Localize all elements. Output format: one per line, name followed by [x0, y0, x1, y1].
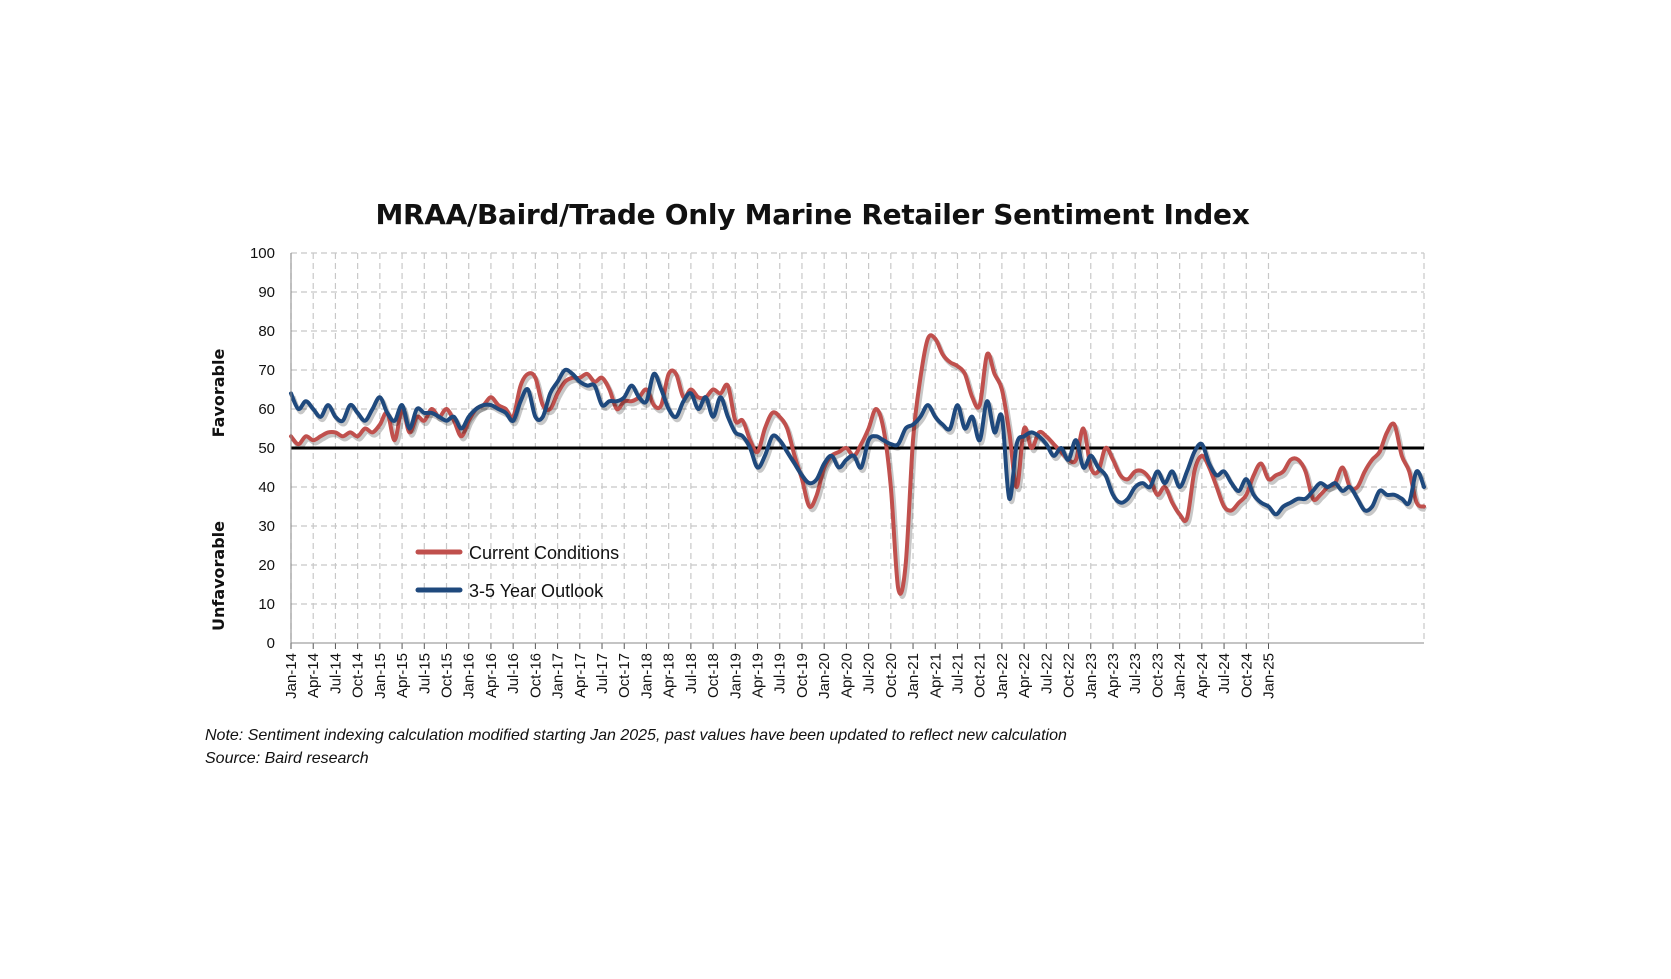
x-tick-label: Apr-24	[1194, 653, 1211, 698]
chart-source: Source: Baird research	[205, 750, 369, 767]
y-tick-label: 10	[258, 596, 275, 613]
y-tick-label: 80	[258, 323, 275, 340]
y-axis-ticks: 0 10 20 30 40 50 60 70 80 90 100	[250, 245, 275, 652]
x-tick-label: Apr-21	[927, 653, 944, 698]
x-tick-label: Jan-19	[727, 653, 744, 699]
x-tick-label: Jan-22	[994, 653, 1011, 699]
y-tick-label: 40	[258, 479, 275, 496]
x-tick-label: Oct-20	[883, 653, 900, 698]
y-tick-label: 20	[258, 557, 275, 574]
x-tick-label: Jul-19	[772, 653, 789, 694]
x-tick-label: Apr-20	[838, 653, 855, 698]
series-current-conditions-shadow	[291, 336, 1428, 599]
x-tick-label: Jul-18	[683, 653, 700, 694]
x-tick-label: Jan-17	[550, 653, 567, 699]
chart-title: MRAA/Baird/Trade Only Marine Retailer Se…	[375, 198, 1250, 231]
x-tick-label: Jul-16	[505, 653, 522, 694]
x-tick-label: Apr-19	[750, 653, 767, 698]
x-tick-label: Apr-18	[661, 653, 678, 698]
x-tick-label: Oct-17	[616, 653, 633, 698]
chart-note: Note: Sentiment indexing calculation mod…	[205, 727, 1067, 744]
x-tick-label: Jul-21	[949, 653, 966, 694]
y-label-favorable: Favorable	[209, 349, 228, 438]
x-tick-label: Jan-20	[816, 653, 833, 699]
x-tick-label: Jan-23	[1083, 653, 1100, 699]
x-tick-label: Jul-15	[416, 653, 433, 694]
y-tick-label: 70	[258, 362, 275, 379]
x-tick-label: Oct-16	[527, 653, 544, 698]
x-tick-label: Jul-20	[861, 653, 878, 694]
x-tick-label: Jan-16	[461, 653, 478, 699]
x-tick-label: Oct-19	[794, 653, 811, 698]
y-tick-label: 60	[258, 401, 275, 418]
x-tick-label: Jul-24	[1216, 653, 1233, 694]
legend-label-outlook: 3-5 Year Outlook	[469, 581, 604, 601]
x-tick-label: Apr-15	[394, 653, 411, 698]
y-tick-label: 50	[258, 440, 275, 457]
y-tick-label: 0	[267, 635, 275, 652]
x-tick-label: Apr-17	[572, 653, 589, 698]
x-tick-label: Jul-22	[1038, 653, 1055, 694]
x-tick-label: Oct-15	[439, 653, 456, 698]
x-tick-label: Jan-21	[905, 653, 922, 699]
x-tick-label: Apr-22	[1016, 653, 1033, 698]
x-tick-label: Oct-22	[1061, 653, 1078, 698]
x-tick-label: Jan-15	[372, 653, 389, 699]
y-tick-label: 30	[258, 518, 275, 535]
x-tick-label: Jul-14	[327, 653, 344, 694]
x-axis-ticks: Jan-14 Apr-14 Jul-14 Oct-14 Jan-15 Apr-15 Jul-…	[283, 643, 1277, 699]
x-tick-label: Jan-14	[283, 653, 300, 699]
x-tick-label: Oct-23	[1149, 653, 1166, 698]
x-tick-label: Jul-17	[594, 653, 611, 694]
x-tick-label: Jan-25	[1260, 653, 1277, 699]
x-tick-label: Oct-14	[350, 653, 367, 698]
x-tick-label: Apr-16	[483, 653, 500, 698]
x-tick-label: Jan-18	[638, 653, 655, 699]
y-tick-label: 100	[250, 245, 275, 262]
y-label-unfavorable: Unfavorable	[209, 521, 228, 631]
x-tick-label: Jan-24	[1172, 653, 1189, 699]
series-3-5-year-outlook	[289, 367, 1426, 517]
legend-label-current: Current Conditions	[469, 543, 619, 563]
x-tick-label: Jul-23	[1127, 653, 1144, 694]
x-tick-label: Oct-21	[972, 653, 989, 698]
series-lines	[289, 333, 1429, 599]
legend: Current Conditions 3-5 Year Outlook	[415, 543, 619, 601]
x-tick-label: Apr-23	[1105, 653, 1122, 698]
y-tick-label: 90	[258, 284, 275, 301]
x-tick-label: Apr-14	[305, 653, 322, 698]
x-tick-label: Oct-24	[1238, 653, 1255, 698]
x-tick-label: Oct-18	[705, 653, 722, 698]
